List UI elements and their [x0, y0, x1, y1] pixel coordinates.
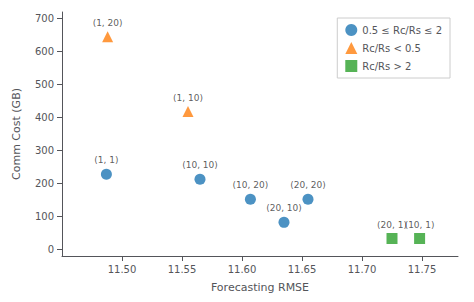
svg-text:0: 0 [48, 244, 54, 255]
svg-text:0.5 ≤ Rc/Rs ≤ 2: 0.5 ≤ Rc/Rs ≤ 2 [362, 25, 442, 36]
svg-text:11.55: 11.55 [168, 264, 197, 275]
svg-text:(20, 1): (20, 1) [377, 220, 407, 230]
svg-text:11.75: 11.75 [408, 264, 437, 275]
svg-text:(1, 1): (1, 1) [94, 155, 118, 165]
svg-text:(10, 10): (10, 10) [182, 160, 218, 170]
svg-text:(10, 1): (10, 1) [405, 220, 435, 230]
svg-text:500: 500 [35, 79, 54, 90]
svg-text:400: 400 [35, 112, 54, 123]
svg-text:11.65: 11.65 [288, 264, 317, 275]
svg-text:11.60: 11.60 [228, 264, 257, 275]
svg-text:(10, 20): (10, 20) [233, 180, 269, 190]
svg-text:11.50: 11.50 [108, 264, 137, 275]
svg-text:700: 700 [35, 13, 54, 24]
svg-text:Rc/Rs > 2: Rc/Rs > 2 [362, 61, 411, 72]
svg-text:Comm Cost (GB): Comm Cost (GB) [10, 88, 23, 180]
svg-text:600: 600 [35, 46, 54, 57]
svg-text:200: 200 [35, 178, 54, 189]
svg-text:(1, 20): (1, 20) [93, 18, 123, 28]
svg-text:11.70: 11.70 [348, 264, 377, 275]
svg-text:Rc/Rs < 0.5: Rc/Rs < 0.5 [362, 43, 421, 54]
svg-text:100: 100 [35, 211, 54, 222]
svg-text:(20, 20): (20, 20) [290, 180, 326, 190]
svg-text:300: 300 [35, 145, 54, 156]
svg-text:(20, 10): (20, 10) [266, 203, 302, 213]
svg-text:Forecasting RMSE: Forecasting RMSE [211, 281, 309, 294]
svg-text:(1, 10): (1, 10) [173, 93, 203, 103]
